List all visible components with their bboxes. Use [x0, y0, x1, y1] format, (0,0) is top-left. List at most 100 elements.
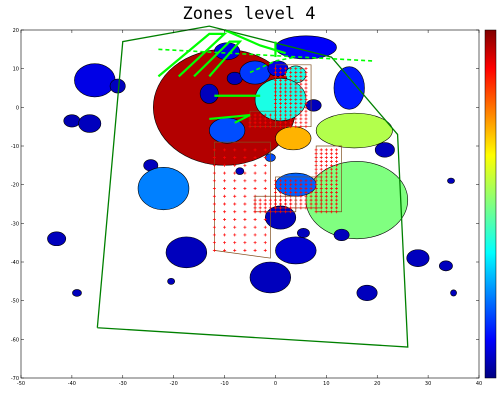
- grid-point: [319, 163, 323, 167]
- grid-point: [273, 67, 277, 71]
- grid-point: [304, 78, 308, 82]
- grid-point: [304, 109, 308, 113]
- x-tick-label: 30: [425, 381, 431, 387]
- grid-point: [309, 206, 313, 210]
- grid-point: [299, 121, 303, 125]
- grid-point: [299, 71, 303, 75]
- zone: [439, 260, 453, 272]
- grid-point: [233, 194, 237, 198]
- grid-point: [248, 125, 252, 129]
- grid-point: [273, 179, 277, 183]
- grid-point: [335, 190, 339, 194]
- grid-point: [212, 241, 216, 245]
- grid-point: [273, 202, 277, 206]
- grid-point: [294, 86, 298, 90]
- grid-point: [212, 179, 216, 183]
- grid-point: [289, 94, 293, 98]
- grid-point: [233, 171, 237, 175]
- grid-point: [314, 202, 318, 206]
- grid-point: [324, 167, 328, 171]
- grid-point: [294, 190, 298, 194]
- grid-point: [314, 198, 318, 202]
- grid-point: [233, 225, 237, 229]
- grid-point: [289, 210, 293, 214]
- grid-point: [319, 152, 323, 156]
- grid-point: [279, 101, 283, 105]
- grid-point: [243, 194, 247, 198]
- grid-point: [289, 71, 293, 75]
- grid-point: [253, 156, 257, 160]
- grid-point: [279, 121, 283, 125]
- grid-point: [335, 152, 339, 156]
- grid-point: [289, 82, 293, 86]
- grid-point: [335, 156, 339, 160]
- grid-point: [329, 190, 333, 194]
- grid-point: [248, 121, 252, 125]
- grid-point: [329, 175, 333, 179]
- grid-point: [253, 121, 257, 125]
- grid-point: [299, 78, 303, 82]
- grid-point: [263, 241, 267, 245]
- grid-point: [314, 152, 318, 156]
- grid-point: [299, 198, 303, 202]
- grid-point: [223, 248, 227, 252]
- grid-point: [304, 74, 308, 78]
- grid-point: [324, 198, 328, 202]
- grid-point: [263, 125, 267, 129]
- zone: [333, 228, 350, 242]
- grid-point: [253, 225, 257, 229]
- grid-point: [279, 105, 283, 109]
- grid-point: [284, 198, 288, 202]
- grid-point: [212, 148, 216, 152]
- chart-title: Zones level 4: [182, 4, 315, 24]
- grid-point: [223, 171, 227, 175]
- grid-point: [268, 117, 272, 121]
- zone: [297, 228, 310, 238]
- grid-point: [289, 86, 293, 90]
- grid-point: [212, 194, 216, 198]
- grid-point: [299, 202, 303, 206]
- grid-point: [273, 198, 277, 202]
- grid-point: [258, 117, 262, 121]
- grid-point: [243, 156, 247, 160]
- grid-point: [299, 125, 303, 129]
- grid-point: [304, 101, 308, 105]
- grid-point: [258, 125, 262, 129]
- grid-point: [329, 206, 333, 210]
- grid-point: [253, 171, 257, 175]
- grid-point: [299, 82, 303, 86]
- grid-point: [273, 183, 277, 187]
- grid-point: [299, 113, 303, 117]
- grid-point: [273, 90, 277, 94]
- grid-point: [314, 206, 318, 210]
- grid-point: [284, 67, 288, 71]
- grid-point: [263, 206, 267, 210]
- grid-point: [279, 74, 283, 78]
- grid-point: [289, 121, 293, 125]
- grid-point: [294, 90, 298, 94]
- grid-point: [304, 98, 308, 102]
- grid-point: [268, 113, 272, 117]
- grid-point: [314, 194, 318, 198]
- zone: [239, 60, 271, 85]
- grid-point: [223, 217, 227, 221]
- grid-point: [273, 86, 277, 90]
- grid-point: [212, 217, 216, 221]
- grid-point: [319, 159, 323, 163]
- grid-point: [289, 198, 293, 202]
- grid-point: [279, 98, 283, 102]
- grid-point: [233, 210, 237, 214]
- grid-point: [253, 113, 257, 117]
- grid-point: [284, 98, 288, 102]
- grid-point: [258, 113, 262, 117]
- grid-point: [284, 210, 288, 214]
- grid-point: [335, 167, 339, 171]
- grid-point: [329, 171, 333, 175]
- line-layer: [96, 25, 409, 348]
- grid-point: [324, 159, 328, 163]
- grid-point: [289, 105, 293, 109]
- grid-point: [289, 90, 293, 94]
- grid-point: [212, 187, 216, 191]
- grid-point: [233, 202, 237, 206]
- grid-point: [314, 148, 318, 152]
